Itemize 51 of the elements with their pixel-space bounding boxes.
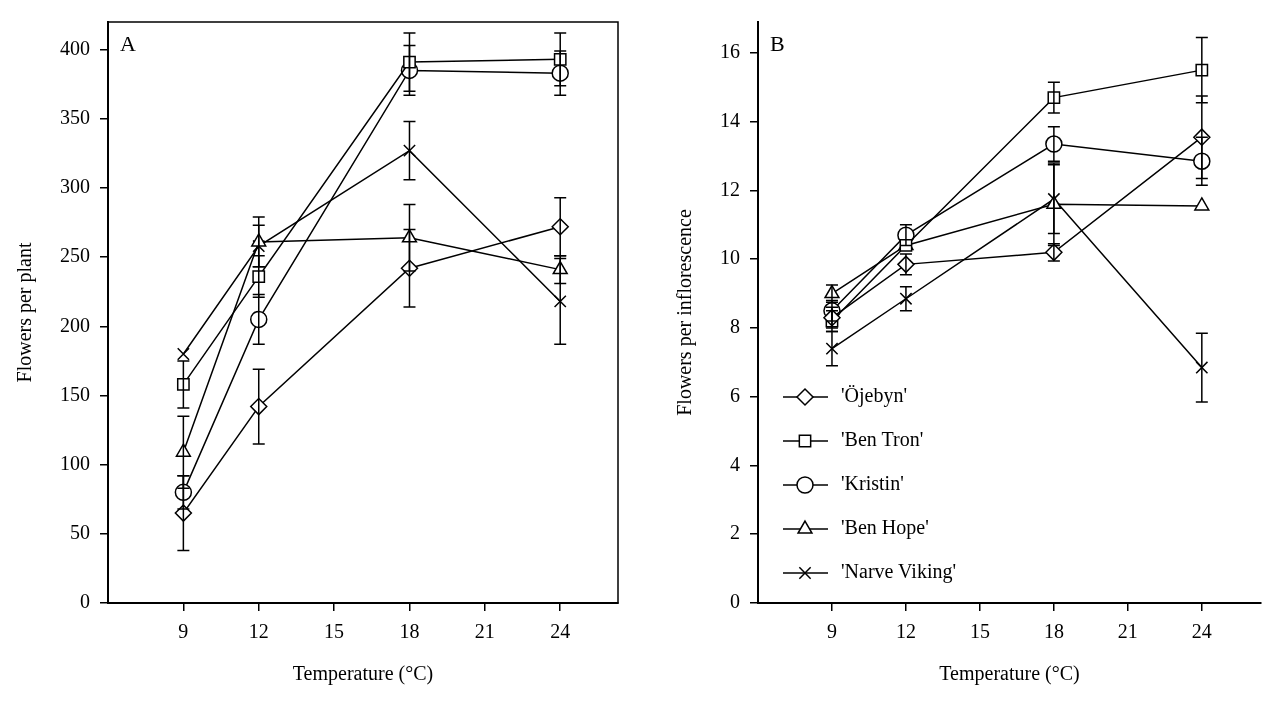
x-tick-label: 24 — [550, 620, 571, 643]
y-tick-label: 350 — [60, 106, 90, 129]
x-tick-label: 18 — [1043, 620, 1064, 643]
y-tick-label: 12 — [720, 177, 740, 200]
point — [825, 342, 839, 355]
y-axis-title: Flowers per plant — [13, 242, 37, 383]
y-tick-label: 8 — [730, 315, 740, 338]
y-tick-label: 6 — [730, 383, 740, 406]
legend-label: 'Öjebyn' — [841, 384, 908, 408]
x-tick-label: 9 — [826, 620, 837, 643]
y-tick-label: 200 — [60, 313, 90, 336]
x-tick-label: 18 — [399, 620, 420, 643]
annotation: B — [770, 30, 785, 56]
point — [1194, 197, 1210, 211]
y-axis-title: Flowers per inflorescence — [673, 209, 697, 416]
point — [176, 347, 190, 361]
y-tick-label: 100 — [60, 451, 90, 474]
point — [403, 144, 416, 158]
point — [176, 378, 190, 391]
legend-label: 'Ben Hope' — [841, 516, 929, 540]
point — [553, 295, 567, 308]
y-tick-label: 400 — [60, 36, 90, 59]
legend-label: 'Ben Tron' — [841, 428, 924, 451]
y-tick-label: 50 — [70, 521, 90, 544]
x-tick-label: 9 — [178, 620, 189, 643]
point — [1195, 361, 1209, 374]
x-tick-label: 15 — [969, 620, 990, 643]
y-tick-label: 14 — [720, 108, 740, 131]
x-tick-label: 24 — [1191, 620, 1212, 643]
y-tick-label: 2 — [730, 521, 740, 544]
point — [252, 270, 266, 283]
y-tick-label: 0 — [730, 590, 740, 613]
y-tick-label: 300 — [60, 175, 90, 198]
y-tick-label: 0 — [80, 590, 90, 613]
x-tick-label: 15 — [324, 620, 345, 643]
x-tick-label: 21 — [474, 620, 495, 643]
legend-label: 'Narve Viking' — [841, 560, 957, 584]
y-tick-label: 4 — [730, 452, 740, 475]
y-tick-label: 10 — [720, 246, 740, 269]
x-tick-label: 12 — [248, 620, 269, 643]
point — [899, 292, 913, 306]
x-tick-label: 21 — [1117, 620, 1138, 643]
point — [249, 310, 268, 329]
x-axis-title: Temperature (°C) — [292, 662, 434, 686]
x-axis-title: Temperature (°C) — [939, 662, 1080, 686]
y-tick-label: 150 — [60, 382, 90, 405]
x-tick-label: 12 — [895, 620, 916, 643]
legend-label: 'Kristin' — [841, 472, 904, 495]
y-tick-label: 16 — [720, 40, 740, 63]
annotation: A — [120, 30, 136, 56]
y-tick-label: 250 — [60, 244, 90, 267]
